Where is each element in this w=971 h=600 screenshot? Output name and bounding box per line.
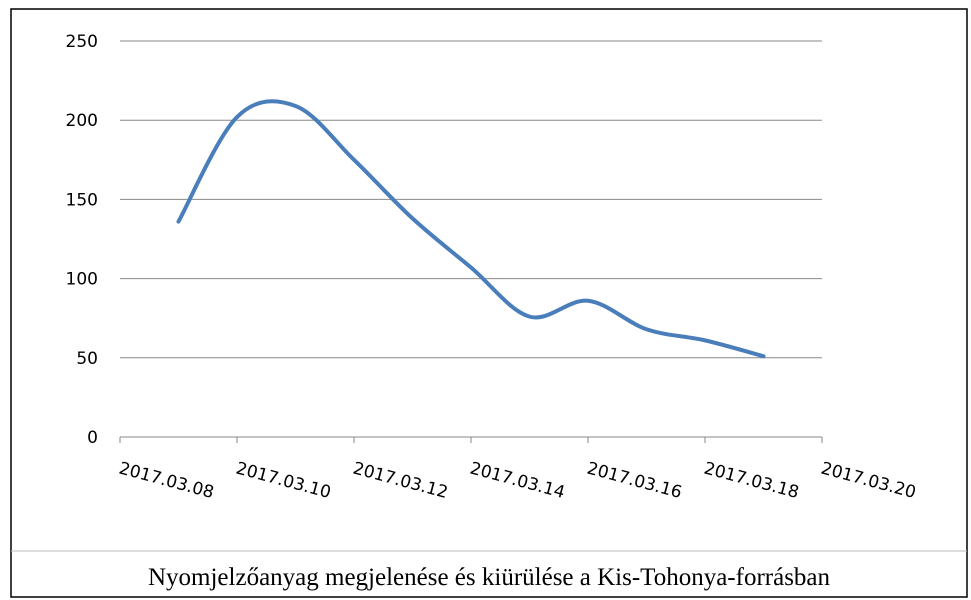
y-tick-label: 100: [66, 270, 98, 290]
data-line: [176, 99, 766, 359]
frame: [10, 8, 968, 598]
y-tick-label: 50: [76, 349, 98, 369]
x-tick-label: 2017.03.14: [468, 459, 567, 504]
caption: Nyomjelzőanyag megjelenése és kiürülése …: [148, 564, 831, 591]
x-tick-label: 2017.03.10: [234, 459, 333, 504]
x-tick-label: 2017.03.20: [819, 459, 918, 504]
y-tick-label: 0: [87, 428, 98, 448]
y-tick-label: 250: [66, 32, 98, 52]
x-tick-label: 2017.03.12: [351, 459, 450, 504]
x-tick-label: 2017.03.16: [585, 459, 684, 504]
x-tick-label: 2017.03.18: [702, 459, 801, 504]
y-tick-label: 200: [66, 111, 98, 131]
x-tick-label: 2017.03.08: [117, 459, 216, 504]
y-tick-label: 150: [66, 190, 98, 210]
